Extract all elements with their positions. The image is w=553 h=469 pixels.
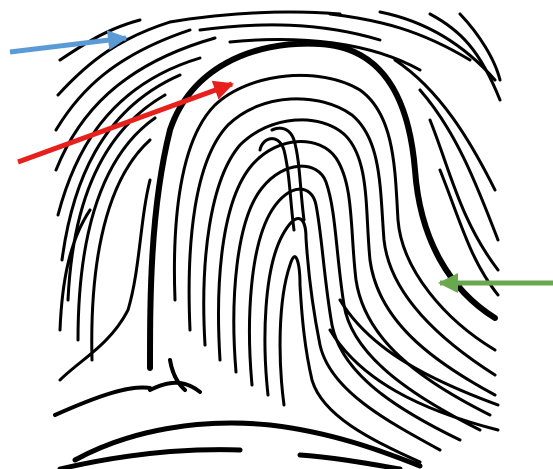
fingerprint-image xyxy=(53,10,502,469)
right-ridges xyxy=(328,118,500,432)
delta-ridges xyxy=(53,358,202,417)
left-ridges xyxy=(54,18,217,382)
blue-arrow xyxy=(9,30,128,55)
bold-loop-ridge xyxy=(147,40,498,371)
annotation-arrows xyxy=(9,30,553,293)
red-arrow xyxy=(17,80,234,165)
inner-loop-ridges xyxy=(172,73,497,464)
bottom-ridges xyxy=(57,420,423,469)
